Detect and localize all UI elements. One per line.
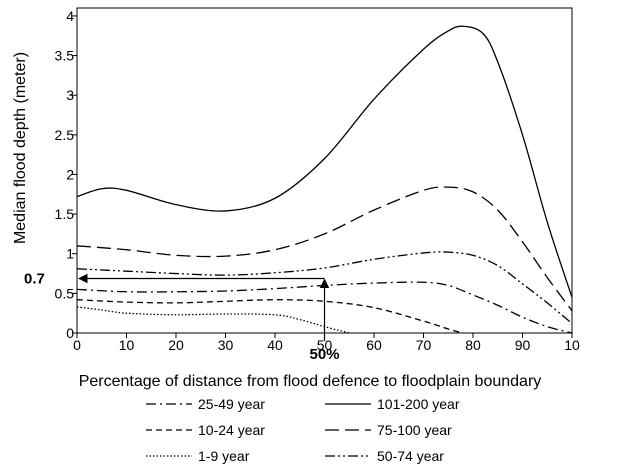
y-tick-label: 1.5 — [55, 206, 75, 222]
x-tick-label: 90 — [515, 337, 531, 353]
legend-label: 1-9 year — [198, 448, 250, 464]
x-axis-title: Percentage of distance from flood defenc… — [79, 373, 542, 390]
legend-item: 50-74 year — [325, 448, 444, 464]
y-tick-label: 3.5 — [55, 48, 75, 64]
y-tick-label: 0.5 — [55, 285, 75, 301]
y-tick-label: 0 — [66, 325, 74, 341]
x-tick-label: 60 — [366, 337, 382, 353]
legend-item: 1-9 year — [146, 448, 250, 464]
series-line-25-49-year — [76, 281, 573, 334]
series-line-1-9-year — [76, 306, 350, 334]
x-tick-label: 80 — [465, 337, 481, 353]
y-tick-label: 2.5 — [55, 127, 75, 143]
legend-label: 75-100 year — [377, 422, 452, 438]
x-tick-label: 30 — [218, 337, 234, 353]
series-line-75-100-year — [76, 186, 573, 312]
x-marker-label: 50% — [309, 346, 339, 363]
series-line-101-200-year — [76, 25, 573, 298]
series-line-50-74-year — [76, 251, 573, 324]
x-tick-label: 10 — [564, 337, 580, 353]
y-axis-title: Median flood depth (meter) — [12, 52, 29, 244]
legend-label: 25-49 year — [198, 396, 265, 412]
legend-label: 101-200 year — [377, 396, 460, 412]
y-tick-label: 3 — [66, 87, 74, 103]
x-tick-label: 10 — [119, 337, 135, 353]
legend: 25-49 year 101-200 year 10-24 year 75-100 y… — [146, 396, 460, 464]
series-line-10-24-year — [76, 299, 464, 334]
y-tick-label: 2 — [66, 166, 74, 182]
legend-label: 10-24 year — [198, 422, 265, 438]
y-tick-label: 4 — [66, 8, 74, 24]
legend-item: 25-49 year — [146, 396, 265, 412]
series-layer — [76, 25, 573, 334]
x-tick-label: 20 — [168, 337, 184, 353]
annotation-layer: 0.7 50% — [24, 271, 340, 363]
x-tick-label: 50 — [317, 337, 333, 353]
legend-label: 50-74 year — [377, 448, 444, 464]
x-tick-label: 70 — [416, 337, 432, 353]
x-tick-label: 0 — [73, 337, 81, 353]
y-tick-label: 1 — [66, 246, 74, 262]
legend-item: 10-24 year — [146, 422, 265, 438]
x-tick-label: 40 — [267, 337, 283, 353]
y-marker-label: 0.7 — [24, 271, 45, 288]
legend-item: 101-200 year — [325, 396, 460, 412]
legend-item: 75-100 year — [325, 422, 452, 438]
